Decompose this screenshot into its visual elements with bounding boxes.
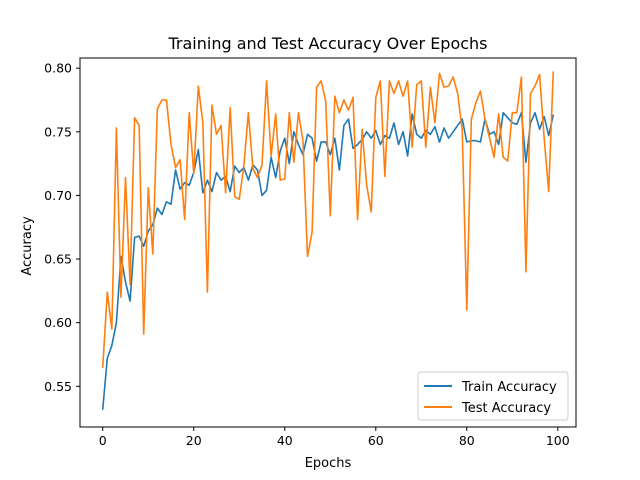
y-tick-label: 0.75 (44, 124, 72, 139)
x-tick-label: 100 (546, 433, 570, 448)
x-axis-label: Epochs (305, 456, 352, 471)
y-tick-label: 0.80 (44, 61, 72, 76)
chart-title: Training and Test Accuracy Over Epochs (167, 34, 487, 53)
x-tick-label: 20 (186, 433, 202, 448)
x-tick-label: 80 (459, 433, 475, 448)
plot-frame (79, 57, 577, 428)
x-tick-label: 60 (368, 433, 384, 448)
y-axis-label: Accuracy (20, 216, 35, 276)
x-tick-label: 0 (99, 433, 107, 448)
series-lines (101, 71, 555, 410)
y-tick-label: 0.65 (44, 252, 72, 267)
legend-label-train: Train Accuracy (461, 380, 557, 395)
y-tick-label: 0.60 (44, 315, 72, 330)
y-tick-label: 0.70 (44, 188, 72, 203)
legend-box (417, 371, 569, 421)
x-tick-label: 40 (277, 433, 293, 448)
legend-label-test: Test Accuracy (461, 401, 551, 416)
test-accuracy-line (101, 71, 555, 369)
legend: Train Accuracy Test Accuracy (417, 371, 569, 421)
axis-ticks: 0 20 40 60 80 100 0.55 0.60 0.65 0.70 0.75 0.80 (44, 61, 570, 448)
y-tick-label: 0.55 (44, 379, 72, 394)
